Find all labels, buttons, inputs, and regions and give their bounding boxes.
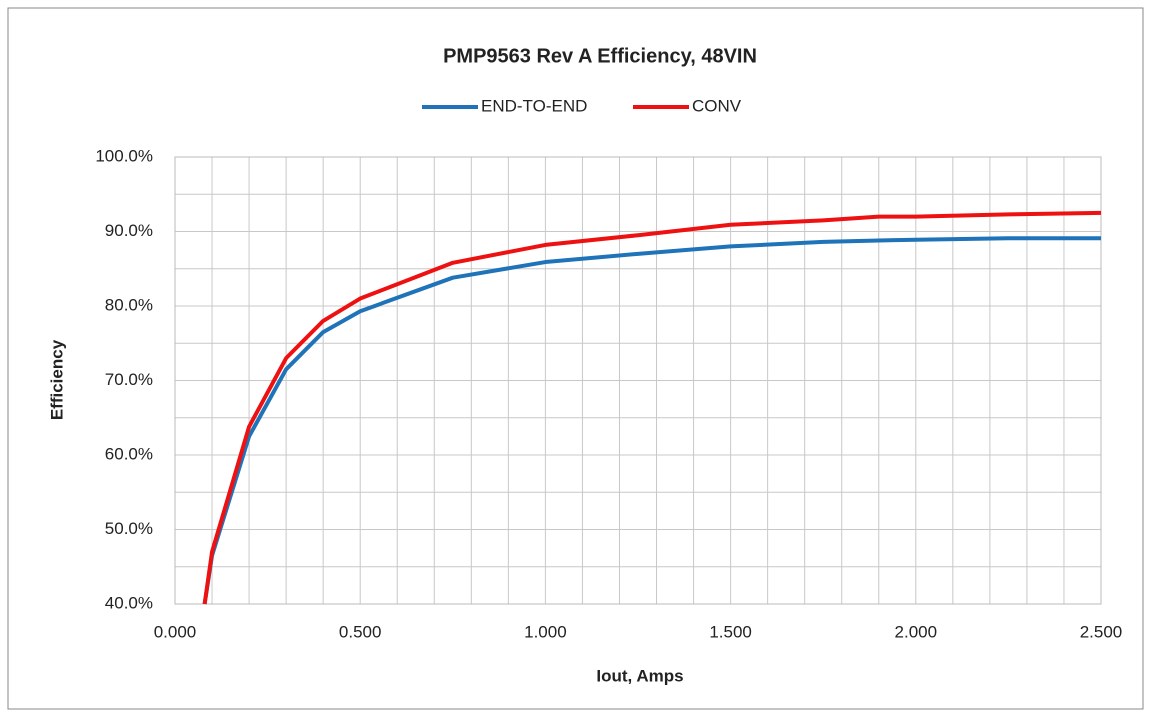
y-tick-label: 50.0% bbox=[105, 519, 153, 538]
chart-title: PMP9563 Rev A Efficiency, 48VIN bbox=[443, 45, 757, 67]
x-tick-label: 0.000 bbox=[154, 622, 197, 641]
y-tick-label: 80.0% bbox=[105, 295, 153, 314]
x-tick-label: 1.500 bbox=[709, 622, 752, 641]
series-line bbox=[202, 210, 1102, 605]
legend-label: END-TO-END bbox=[481, 96, 587, 115]
y-axis-label: Efficiency bbox=[47, 339, 66, 420]
series-line bbox=[202, 236, 1101, 605]
x-tick-label: 2.000 bbox=[895, 622, 938, 641]
y-tick-label: 100.0% bbox=[95, 146, 153, 165]
y-tick-label: 60.0% bbox=[105, 444, 153, 463]
x-axis-label: Iout, Amps bbox=[596, 666, 683, 685]
legend-label: CONV bbox=[692, 96, 742, 115]
y-tick-label: 70.0% bbox=[105, 370, 153, 389]
y-tick-label: 40.0% bbox=[105, 593, 153, 612]
x-tick-label: 2.500 bbox=[1080, 622, 1123, 641]
y-tick-label: 90.0% bbox=[105, 221, 153, 240]
plot-area-border bbox=[174, 156, 1102, 605]
x-tick-label: 1.000 bbox=[524, 622, 567, 641]
chart-border bbox=[7, 7, 1144, 710]
x-tick-label: 0.500 bbox=[339, 622, 382, 641]
